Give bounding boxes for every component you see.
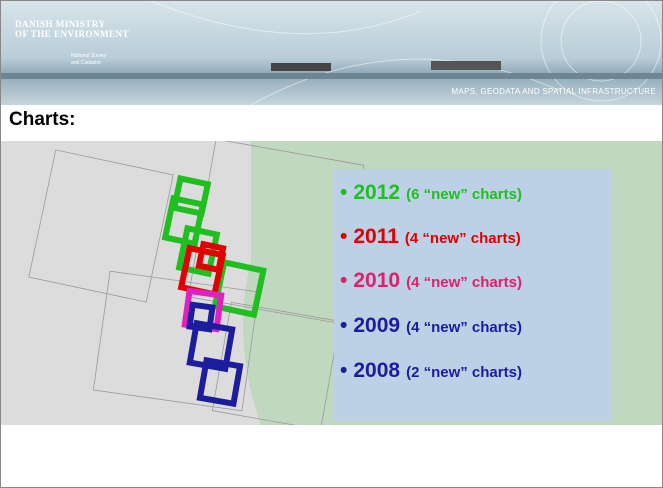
legend-year: 2011 bbox=[353, 225, 399, 248]
ministry-line: OF THE ENVIRONMENT bbox=[15, 29, 129, 39]
legend-note: (6 “new” charts) bbox=[406, 186, 522, 203]
slide: DANISH MINISTRY OF THE ENVIRONMENT Natio… bbox=[0, 0, 663, 488]
legend-year: 2010 bbox=[353, 269, 400, 292]
legend-bullet: • bbox=[340, 269, 347, 292]
ministry-line: DANISH MINISTRY bbox=[15, 19, 105, 29]
legend-year: 2008 bbox=[353, 359, 400, 382]
legend-box: • 2012 (6 “new” charts) • 2011 (4 “new” chart… bbox=[334, 169, 611, 421]
legend-item: • 2010 (4 “new” charts) bbox=[340, 269, 522, 293]
legend-item: • 2009 (4 “new” charts) bbox=[340, 314, 522, 338]
legend-note: (4 “new” charts) bbox=[405, 230, 521, 247]
slide-title: Charts: bbox=[9, 109, 76, 131]
legend-bullet: • bbox=[340, 225, 347, 248]
legend-year: 2012 bbox=[353, 181, 400, 204]
legend-bullet: • bbox=[340, 314, 347, 337]
header-banner: DANISH MINISTRY OF THE ENVIRONMENT Natio… bbox=[1, 1, 662, 108]
legend-note: (4 “new” charts) bbox=[406, 274, 522, 291]
tagline: MAPS, GEODATA AND SPATIAL INFRASTRUCTURE bbox=[452, 87, 656, 96]
agency-line: National Survey bbox=[71, 53, 106, 59]
legend-bullet: • bbox=[340, 181, 347, 204]
agency-line: and Cadastre bbox=[71, 60, 101, 66]
legend-item: • 2012 (6 “new” charts) bbox=[340, 181, 522, 205]
legend-note: (4 “new” charts) bbox=[406, 319, 522, 336]
legend-item: • 2008 (2 “new” charts) bbox=[340, 359, 522, 383]
legend-bullet: • bbox=[340, 359, 347, 382]
legend-note: (2 “new” charts) bbox=[406, 364, 522, 381]
legend-year: 2009 bbox=[353, 314, 400, 337]
legend-item: • 2011 (4 “new” charts) bbox=[340, 225, 521, 249]
